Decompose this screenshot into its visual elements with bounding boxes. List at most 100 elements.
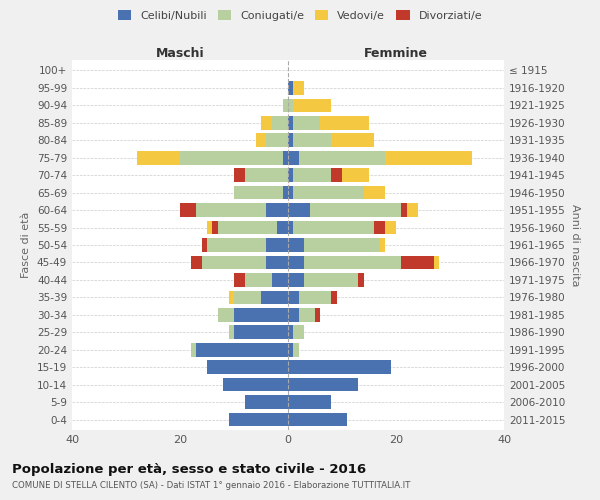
- Bar: [331, 168, 342, 182]
- Legend: Celibi/Nubili, Coniugati/e, Vedovi/e, Divorziati/e: Celibi/Nubili, Coniugati/e, Vedovi/e, Di…: [113, 6, 487, 25]
- Bar: [315, 308, 320, 322]
- Bar: [293, 343, 299, 356]
- Y-axis label: Anni di nascita: Anni di nascita: [569, 204, 580, 286]
- Bar: [207, 220, 212, 234]
- Bar: [293, 98, 331, 112]
- Bar: [288, 326, 293, 339]
- Bar: [283, 186, 288, 200]
- Bar: [218, 308, 234, 322]
- Bar: [288, 273, 304, 286]
- Bar: [304, 238, 380, 252]
- Bar: [299, 290, 331, 304]
- Bar: [229, 290, 234, 304]
- Bar: [245, 396, 288, 409]
- Bar: [207, 238, 266, 252]
- Text: COMUNE DI STELLA CILENTO (SA) - Dati ISTAT 1° gennaio 2016 - Elaborazione TUTTIT: COMUNE DI STELLA CILENTO (SA) - Dati IST…: [12, 481, 410, 490]
- Bar: [288, 98, 293, 112]
- Bar: [288, 186, 293, 200]
- Bar: [234, 186, 283, 200]
- Bar: [229, 326, 234, 339]
- Bar: [293, 116, 320, 130]
- Bar: [283, 98, 288, 112]
- Bar: [293, 81, 304, 94]
- Bar: [288, 343, 293, 356]
- Bar: [380, 238, 385, 252]
- Bar: [304, 273, 358, 286]
- Bar: [245, 273, 272, 286]
- Bar: [288, 116, 293, 130]
- Bar: [137, 151, 180, 164]
- Bar: [293, 220, 374, 234]
- Bar: [234, 168, 245, 182]
- Bar: [304, 256, 401, 270]
- Bar: [288, 220, 293, 234]
- Bar: [358, 273, 364, 286]
- Bar: [266, 134, 288, 147]
- Bar: [288, 396, 331, 409]
- Bar: [288, 168, 293, 182]
- Bar: [283, 151, 288, 164]
- Y-axis label: Fasce di età: Fasce di età: [22, 212, 31, 278]
- Bar: [180, 204, 196, 217]
- Bar: [407, 204, 418, 217]
- Bar: [234, 326, 288, 339]
- Bar: [299, 308, 315, 322]
- Bar: [288, 134, 293, 147]
- Bar: [293, 186, 364, 200]
- Bar: [266, 238, 288, 252]
- Bar: [266, 256, 288, 270]
- Bar: [288, 151, 299, 164]
- Bar: [191, 343, 196, 356]
- Bar: [288, 378, 358, 392]
- Bar: [288, 204, 310, 217]
- Bar: [272, 273, 288, 286]
- Bar: [207, 360, 288, 374]
- Bar: [196, 343, 288, 356]
- Bar: [234, 308, 288, 322]
- Bar: [331, 290, 337, 304]
- Text: Maschi: Maschi: [155, 47, 205, 60]
- Bar: [288, 308, 299, 322]
- Bar: [320, 116, 369, 130]
- Text: Femmine: Femmine: [364, 47, 428, 60]
- Bar: [261, 116, 272, 130]
- Bar: [288, 290, 299, 304]
- Bar: [234, 290, 261, 304]
- Bar: [266, 204, 288, 217]
- Bar: [288, 412, 347, 426]
- Bar: [272, 116, 288, 130]
- Bar: [288, 81, 293, 94]
- Bar: [401, 256, 434, 270]
- Bar: [299, 151, 385, 164]
- Bar: [277, 220, 288, 234]
- Bar: [245, 168, 288, 182]
- Bar: [293, 326, 304, 339]
- Bar: [331, 134, 374, 147]
- Bar: [310, 204, 401, 217]
- Bar: [218, 220, 277, 234]
- Bar: [385, 220, 396, 234]
- Bar: [342, 168, 369, 182]
- Bar: [261, 290, 288, 304]
- Bar: [434, 256, 439, 270]
- Bar: [196, 204, 266, 217]
- Bar: [288, 256, 304, 270]
- Bar: [293, 134, 331, 147]
- Bar: [180, 151, 283, 164]
- Bar: [364, 186, 385, 200]
- Bar: [202, 238, 207, 252]
- Bar: [374, 220, 385, 234]
- Bar: [234, 273, 245, 286]
- Bar: [293, 168, 331, 182]
- Bar: [288, 360, 391, 374]
- Bar: [212, 220, 218, 234]
- Bar: [229, 412, 288, 426]
- Bar: [288, 238, 304, 252]
- Bar: [385, 151, 472, 164]
- Bar: [223, 378, 288, 392]
- Text: Popolazione per età, sesso e stato civile - 2016: Popolazione per età, sesso e stato civil…: [12, 462, 366, 475]
- Bar: [191, 256, 202, 270]
- Bar: [202, 256, 266, 270]
- Bar: [401, 204, 407, 217]
- Bar: [256, 134, 266, 147]
